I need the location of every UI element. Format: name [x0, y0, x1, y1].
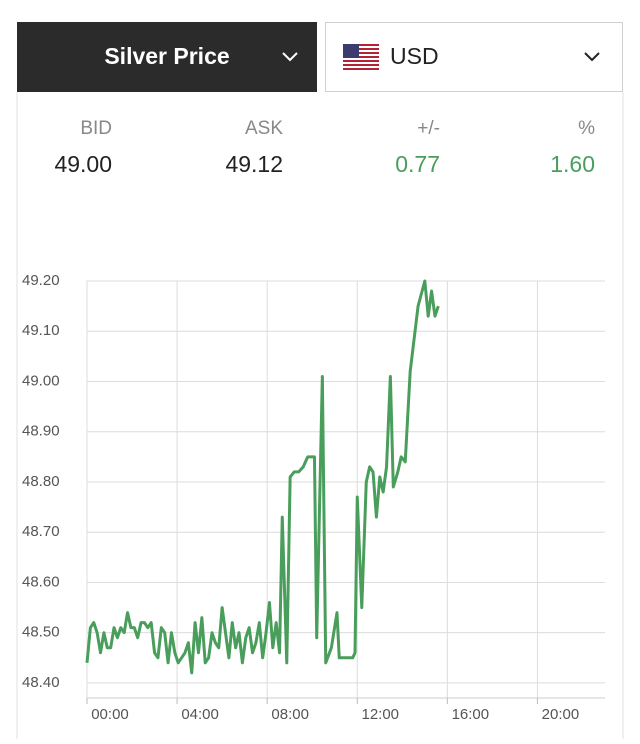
x-tick-label: 16:00 [452, 706, 490, 723]
quote-value: 49.00 [54, 151, 112, 177]
y-tick-label: 48.90 [22, 423, 60, 440]
x-tick-label: 12:00 [361, 706, 399, 723]
quote-label: ASK [245, 118, 283, 139]
quote-label: % [578, 118, 595, 139]
x-tick-label: 20:00 [542, 706, 580, 723]
y-tick-label: 48.80 [22, 473, 60, 490]
metal-label: Silver Price [104, 43, 229, 69]
quote-label: BID [80, 118, 112, 139]
price-line [85, 279, 440, 675]
x-tick-label: 04:00 [181, 706, 219, 723]
quote-value: 49.12 [225, 151, 283, 177]
quote-value: 1.60 [550, 151, 595, 177]
x-tick-label: 08:00 [271, 706, 309, 723]
metal-dropdown[interactable]: Silver Price [17, 22, 317, 92]
chevron [282, 52, 298, 62]
currency-label: USD [390, 43, 439, 69]
currency-dropdown[interactable]: USD [325, 22, 623, 92]
y-tick-label: 48.50 [22, 624, 60, 641]
us-flag [343, 44, 379, 70]
y-tick-label: 49.00 [22, 372, 60, 389]
y-tick-label: 49.10 [22, 322, 60, 339]
dropdown-bg [17, 22, 317, 92]
quote: BID 49.00 ASK 49.12 +/- 0.77% 1.60 [54, 118, 595, 177]
quote-value: 0.77 [395, 151, 440, 177]
chart: 48.40 48.50 48.60 48.70 48.80 48.90 49.00 49.10… [22, 272, 605, 723]
y-tick-label: 48.40 [22, 674, 60, 691]
quote-label: +/- [417, 118, 440, 139]
chevron [584, 52, 600, 62]
y-tick-label: 49.20 [22, 272, 60, 289]
y-tick-label: 48.70 [22, 523, 60, 540]
y-tick-label: 48.60 [22, 573, 60, 590]
x-tick-label: 00:00 [91, 706, 129, 723]
